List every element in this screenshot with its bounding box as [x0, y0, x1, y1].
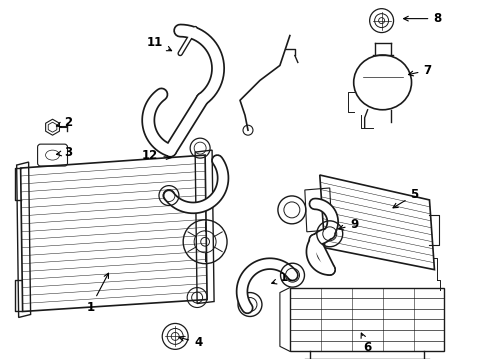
- Text: 3: 3: [57, 145, 72, 159]
- Text: 10: 10: [271, 271, 295, 284]
- Text: 12: 12: [142, 149, 171, 162]
- Text: 9: 9: [338, 218, 358, 231]
- Text: 6: 6: [360, 333, 371, 354]
- Text: 1: 1: [86, 273, 108, 314]
- Text: 8: 8: [403, 12, 441, 25]
- Text: 7: 7: [407, 64, 430, 77]
- Text: 2: 2: [56, 116, 72, 129]
- Text: 4: 4: [179, 336, 202, 349]
- Text: 11: 11: [147, 36, 171, 51]
- Text: 5: 5: [392, 188, 418, 208]
